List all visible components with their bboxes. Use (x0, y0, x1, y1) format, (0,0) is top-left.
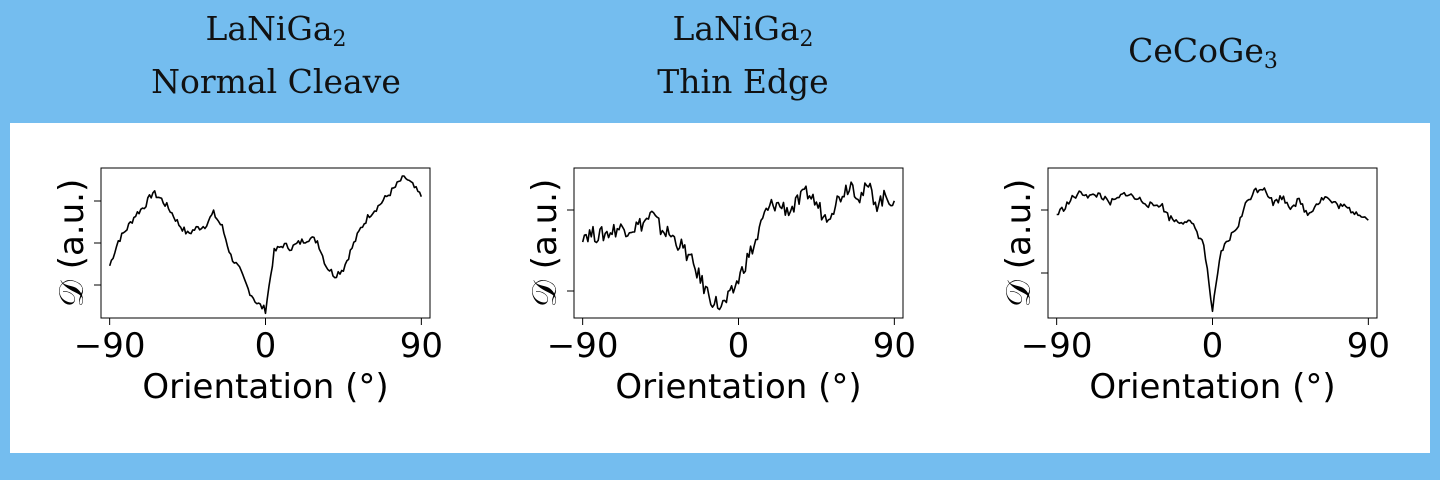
x-tick-label: 90 (1347, 326, 1390, 366)
series-line (581, 181, 896, 311)
title-formula-sub: 2 (799, 27, 814, 52)
title-formula-sub: 2 (332, 27, 347, 52)
title-formula-sub: 3 (1263, 49, 1278, 74)
x-tick-label: 0 (728, 326, 750, 366)
title-formula-main: LaNiGa (672, 9, 800, 48)
chart-title-1: LaNiGa2 Normal Cleave (116, 8, 436, 103)
title-line2: Normal Cleave (151, 62, 401, 101)
title-formula-main: LaNiGa (205, 9, 333, 48)
title-formula-main: CeCoGe (1128, 31, 1264, 70)
series-line (108, 175, 423, 315)
y-axis-label: 𝒟 (a.u.) (525, 179, 565, 307)
x-axis-label: Orientation (°) (1089, 367, 1335, 407)
y-axis-label: 𝒟 (a.u.) (52, 179, 92, 307)
title-line2: Thin Edge (657, 62, 829, 101)
y-axis-label: 𝒟 (a.u.) (999, 179, 1039, 307)
x-tick-label: 0 (255, 326, 277, 366)
x-tick-label: −90 (74, 326, 146, 366)
x-tick-label: 90 (873, 326, 916, 366)
x-tick-label: −90 (1021, 326, 1093, 366)
chart-title-3: CeCoGe3 (1043, 30, 1363, 83)
chart-title-2: LaNiGa2 Thin Edge (583, 8, 903, 103)
x-tick-label: 0 (1202, 326, 1224, 366)
x-axis-label: Orientation (°) (615, 367, 861, 407)
series-line (1056, 187, 1369, 313)
x-tick-label: 90 (400, 326, 443, 366)
plot-frame (1047, 167, 1378, 319)
x-axis-label: Orientation (°) (142, 367, 388, 407)
plot-panel (10, 123, 1430, 453)
x-tick-label: −90 (547, 326, 619, 366)
plot-frame (100, 167, 431, 319)
